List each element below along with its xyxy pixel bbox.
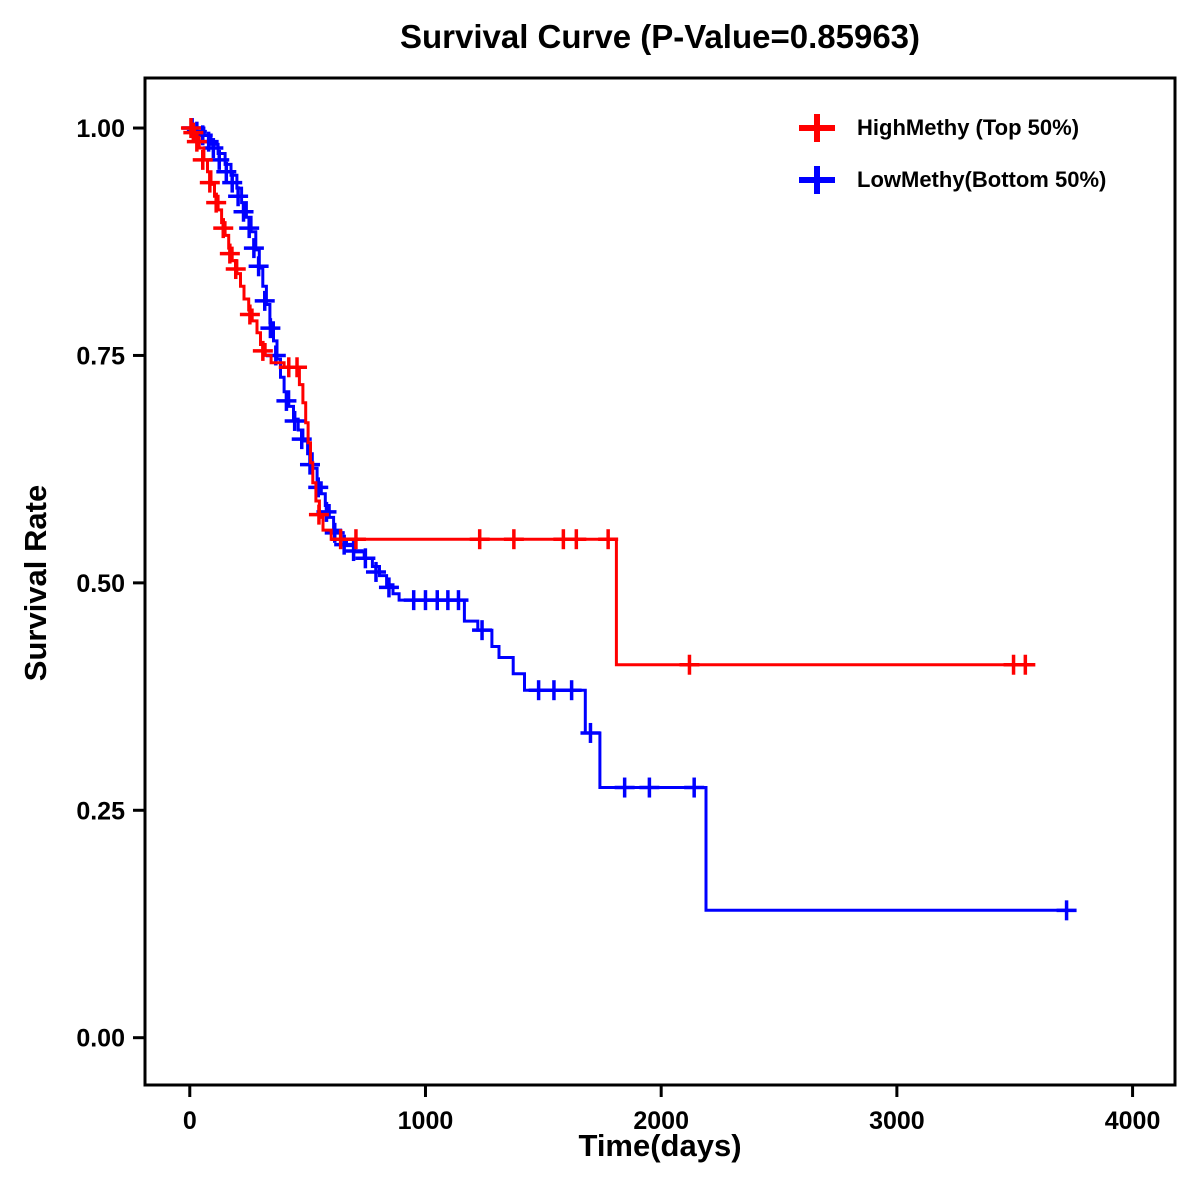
- survival-curve-highmethy: [189, 126, 1029, 667]
- legend-label: HighMethy (Top 50%): [857, 115, 1080, 140]
- x-tick-label: 4000: [1105, 1107, 1161, 1135]
- y-tick-label: 0.50: [76, 570, 125, 598]
- x-axis-title: Time(days): [578, 1128, 742, 1163]
- legend-marker-plus: [799, 114, 835, 142]
- legend-label: LowMethy(Bottom 50%): [857, 167, 1107, 192]
- legend-marker-plus: [799, 166, 835, 194]
- y-tick-label: 0.00: [76, 1025, 125, 1053]
- y-tick-label: 1.00: [76, 115, 125, 143]
- legend: HighMethy (Top 50%) LowMethy(Bottom 50%): [795, 112, 1106, 216]
- survival-curve-lowmethy: [189, 126, 1068, 912]
- x-tick-label: 3000: [869, 1107, 925, 1135]
- y-tick-label: 0.25: [76, 797, 125, 825]
- x-tick-label: 2000: [633, 1107, 689, 1135]
- plot-frame: [143, 76, 1177, 1087]
- x-tick-label: 0: [183, 1107, 197, 1135]
- y-tick-label: 0.75: [76, 342, 125, 370]
- chart-title: Survival Curve (P-Value=0.85963): [399, 18, 921, 55]
- legend-item: HighMethy (Top 50%): [795, 112, 1106, 144]
- x-tick-label: 1000: [398, 1107, 454, 1135]
- legend-item: LowMethy(Bottom 50%): [795, 164, 1106, 196]
